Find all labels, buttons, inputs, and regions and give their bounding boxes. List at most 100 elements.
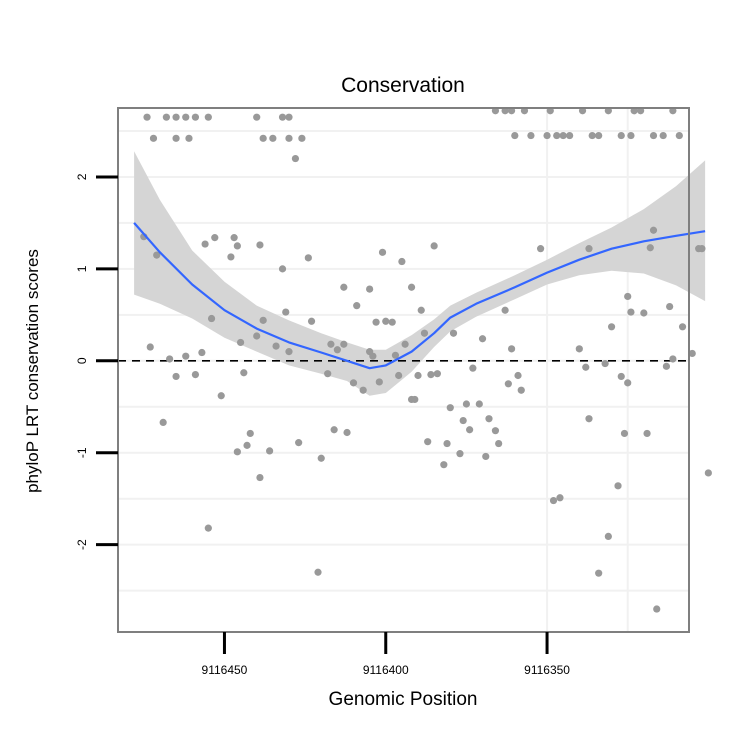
data-point xyxy=(162,113,170,121)
confidence-band-area xyxy=(134,151,706,396)
data-point xyxy=(378,248,387,256)
data-point xyxy=(333,346,341,354)
data-point xyxy=(278,113,287,121)
data-point xyxy=(495,439,503,448)
data-point xyxy=(688,349,696,358)
data-point xyxy=(217,392,225,400)
data-point xyxy=(182,352,190,360)
data-point xyxy=(666,302,674,311)
data-point xyxy=(375,378,383,386)
data-point xyxy=(317,454,325,462)
data-point xyxy=(369,352,377,360)
data-point xyxy=(462,400,471,408)
data-point xyxy=(172,134,180,142)
data-point xyxy=(291,154,300,163)
data-point xyxy=(549,496,558,505)
x-tick-label: 9116400 xyxy=(363,663,409,677)
data-point xyxy=(259,134,267,142)
data-point xyxy=(304,254,312,262)
data-point xyxy=(253,113,261,121)
data-point xyxy=(507,345,516,353)
data-point xyxy=(285,348,293,356)
chart-title: Conservation xyxy=(341,74,465,97)
data-point xyxy=(230,234,238,242)
data-point xyxy=(349,379,358,387)
data-point xyxy=(617,372,625,381)
data-point xyxy=(424,438,432,446)
data-point xyxy=(662,362,671,370)
data-point xyxy=(482,452,490,461)
data-point xyxy=(340,340,348,348)
data-point xyxy=(575,345,583,353)
data-point xyxy=(517,386,525,394)
data-point xyxy=(595,569,603,577)
data-point xyxy=(449,329,458,337)
data-point xyxy=(172,113,180,121)
data-point xyxy=(278,265,287,273)
data-point xyxy=(372,318,380,326)
data-point xyxy=(485,415,493,423)
data-point xyxy=(204,113,212,121)
data-point xyxy=(246,429,254,438)
data-point xyxy=(256,473,264,482)
data-point xyxy=(269,134,277,142)
data-point xyxy=(391,351,400,359)
data-point xyxy=(259,316,267,324)
x-tick-label: 9116350 xyxy=(524,663,570,677)
data-point xyxy=(466,426,474,434)
data-point xyxy=(236,338,245,347)
data-point xyxy=(285,134,293,142)
data-point xyxy=(272,342,280,350)
data-point xyxy=(588,131,596,140)
data-point xyxy=(330,426,338,434)
data-point xyxy=(256,241,264,249)
data-point xyxy=(227,253,235,261)
data-point xyxy=(198,348,206,357)
confidence-band xyxy=(134,151,706,396)
x-axis-label: Genomic Position xyxy=(329,689,478,710)
data-point xyxy=(601,359,609,368)
data-point xyxy=(401,340,409,348)
y-tick-label: 0 xyxy=(75,357,89,364)
data-point xyxy=(233,448,241,456)
y-axis-label: phyloP LRT conservation scores xyxy=(23,249,42,493)
data-point xyxy=(185,134,193,142)
data-point xyxy=(469,364,477,372)
data-point xyxy=(491,427,500,435)
data-point xyxy=(514,371,522,380)
smooth-line-group xyxy=(133,222,706,370)
data-point xyxy=(617,131,625,140)
data-point xyxy=(398,257,406,266)
data-point xyxy=(324,370,332,378)
data-point xyxy=(298,134,306,142)
data-point xyxy=(266,447,274,455)
data-point xyxy=(282,308,290,316)
data-point xyxy=(327,340,335,348)
data-point xyxy=(443,439,451,448)
data-point xyxy=(149,134,158,142)
data-point xyxy=(359,386,367,394)
data-point xyxy=(501,306,509,314)
data-point xyxy=(582,363,590,371)
data-point xyxy=(414,371,422,380)
axes: 9116450 9116400 9116350 -2 -1 0 1 2 xyxy=(75,107,690,677)
data-point xyxy=(595,131,603,140)
data-point xyxy=(640,309,648,317)
data-point xyxy=(411,395,419,404)
data-point xyxy=(159,418,167,426)
data-point xyxy=(653,605,661,613)
y-tick-label: -2 xyxy=(75,539,89,550)
data-point xyxy=(166,355,174,363)
data-point xyxy=(285,113,293,121)
data-point xyxy=(172,372,180,381)
data-point xyxy=(704,469,712,477)
data-point xyxy=(566,131,574,140)
data-point xyxy=(559,131,567,140)
data-point xyxy=(624,379,632,387)
data-point xyxy=(314,568,322,576)
data-point xyxy=(243,441,251,449)
data-point xyxy=(207,314,216,323)
data-point xyxy=(669,355,677,363)
data-point xyxy=(366,285,374,293)
